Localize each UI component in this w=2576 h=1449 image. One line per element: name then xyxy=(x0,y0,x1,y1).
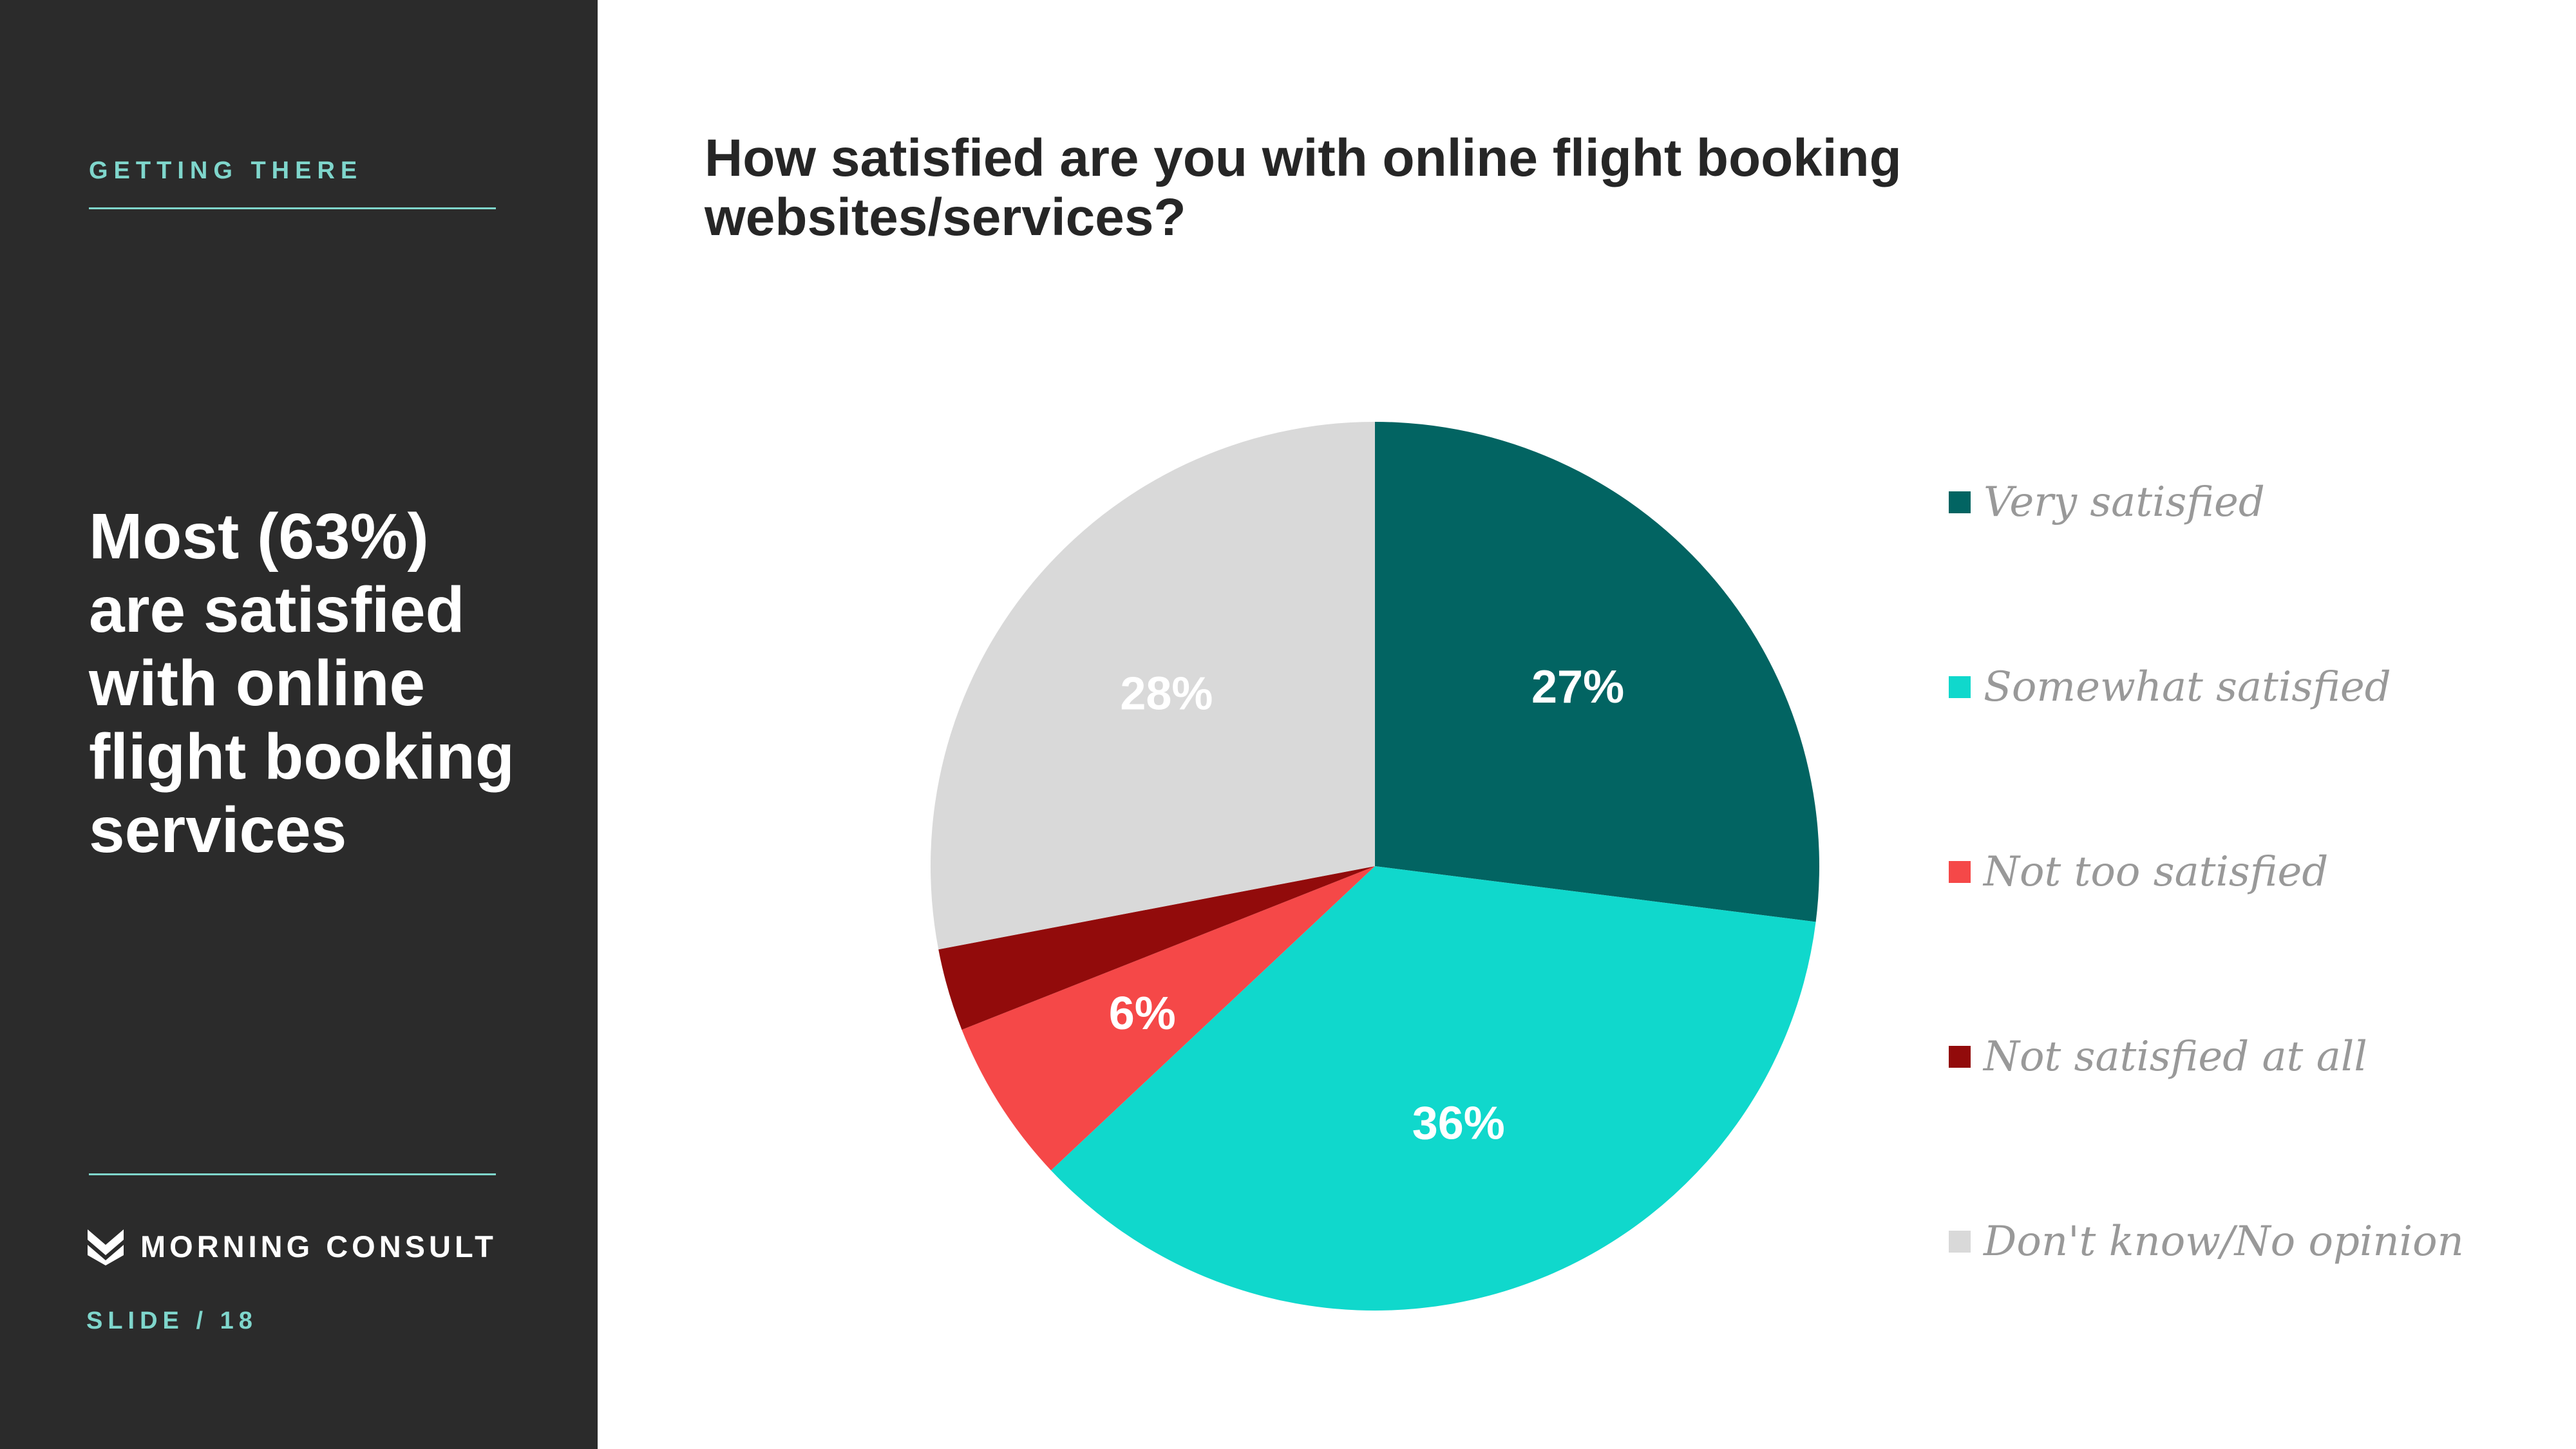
legend-item-somewhat-satisfied: Somewhat satisfied xyxy=(1949,661,2464,713)
chart-legend: Very satisfied Somewhat satisfied Not too … xyxy=(1949,477,2464,1267)
logo-mark-icon xyxy=(88,1229,124,1265)
legend-swatch xyxy=(1949,1046,1971,1068)
legend-item-not-too-satisfied: Not too satisfied xyxy=(1949,846,2464,898)
data-label-not-too-satisfied: 6% xyxy=(1109,988,1176,1039)
pie-slice-not-satisfied-at-all xyxy=(938,866,1375,1030)
pie-slice-don-t-know-no-opinion xyxy=(930,422,1375,950)
legend-swatch xyxy=(1949,491,1971,513)
legend-label: Not too satisfied xyxy=(1984,848,2329,896)
section-label: GETTING THERE xyxy=(89,157,363,184)
pie-slice-not-too-satisfied xyxy=(961,866,1375,1171)
divider-top xyxy=(89,207,496,209)
legend-item-don-t-know-no-opinion: Don't know/No opinion xyxy=(1949,1216,2464,1267)
legend-item-very-satisfied: Very satisfied xyxy=(1949,477,2464,528)
legend-swatch xyxy=(1949,1231,1971,1253)
data-label-don-t-know-no-opinion: 28% xyxy=(1120,668,1213,719)
legend-label: Somewhat satisfied xyxy=(1984,663,2391,711)
legend-label: Don't know/No opinion xyxy=(1984,1218,2464,1265)
morning-consult-logo: MORNING CONSULT xyxy=(86,1227,497,1265)
chart-title: How satisfied are you with online flight… xyxy=(705,129,1902,247)
legend-item-not-satisfied-at-all: Not satisfied at all xyxy=(1949,1031,2464,1083)
pie-slice-very-satisfied xyxy=(1375,422,1819,922)
pie-slice-somewhat-satisfied xyxy=(1051,866,1816,1311)
logo-text: MORNING CONSULT xyxy=(140,1229,497,1264)
legend-label: Not satisfied at all xyxy=(1984,1033,2367,1081)
legend-label: Very satisfied xyxy=(1984,478,2265,526)
divider-bottom xyxy=(89,1173,496,1175)
data-label-somewhat-satisfied: 36% xyxy=(1412,1097,1505,1149)
sidebar: GETTING THERE Most (63%) are satisfied w… xyxy=(0,0,598,1449)
slide-number: SLIDE / 18 xyxy=(86,1307,258,1334)
headline: Most (63%) are satisfied with online fli… xyxy=(89,500,515,866)
legend-swatch xyxy=(1949,861,1971,883)
legend-swatch xyxy=(1949,676,1971,698)
data-label-very-satisfied: 27% xyxy=(1531,661,1624,713)
